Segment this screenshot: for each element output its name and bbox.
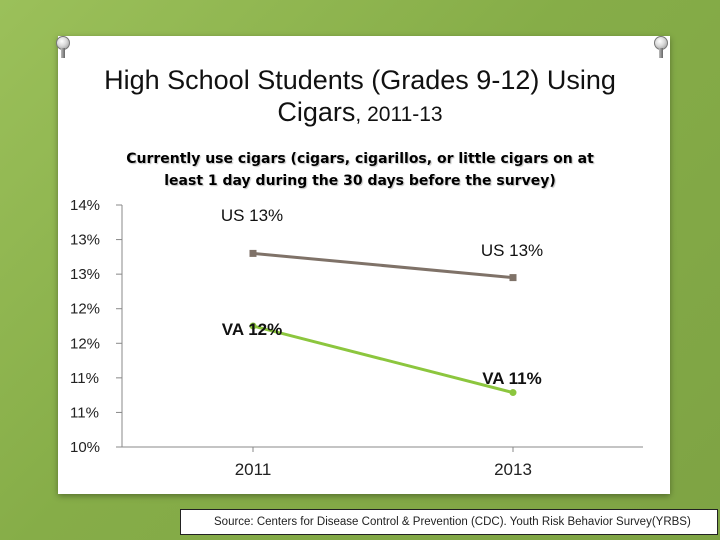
data-label-va: VA 11% xyxy=(482,369,542,388)
x-tick-label: 2013 xyxy=(494,460,532,479)
series-line-us xyxy=(252,251,514,280)
x-tick-label: 2011 xyxy=(235,460,272,479)
y-tick-label: 11% xyxy=(70,370,99,387)
data-label-us: US 13% xyxy=(221,206,283,225)
y-tick-label: 13% xyxy=(70,232,100,249)
pushpin-right-icon xyxy=(652,36,670,58)
source-note: Source: Centers for Disease Control & Pr… xyxy=(180,509,718,535)
data-point-us xyxy=(249,249,257,257)
chart-subtitle-line2: least 1 day during the 30 days before th… xyxy=(164,173,556,189)
series-line-va xyxy=(252,324,514,395)
data-point-va xyxy=(509,389,517,397)
data-point-va xyxy=(249,322,257,330)
y-tick-label: 11% xyxy=(70,404,99,421)
chart-subtitle-line1: Currently use cigars (cigars, cigarillos… xyxy=(126,151,594,167)
y-tick-label: 10% xyxy=(70,439,100,456)
y-tick-label: 12% xyxy=(70,301,100,318)
data-label-us: US 13% xyxy=(481,241,543,260)
chart-subtitle: Currently use cigars (cigars, cigarillos… xyxy=(100,148,620,192)
data-label-va: VA 12% xyxy=(222,320,282,339)
y-tick-label: 12% xyxy=(70,335,100,352)
chart-title-years: , 2011-13 xyxy=(355,103,443,126)
y-tick-label: 14% xyxy=(70,197,100,214)
y-tick-label: 13% xyxy=(70,266,100,283)
chart-title-word: Cigars xyxy=(277,97,356,127)
chart-title-main: High School Students (Grades 9-12) Using xyxy=(104,65,616,95)
pushpin-left-icon xyxy=(54,36,72,58)
data-point-us xyxy=(509,274,517,282)
chart-title: High School Students (Grades 9-12) Using… xyxy=(60,64,660,131)
